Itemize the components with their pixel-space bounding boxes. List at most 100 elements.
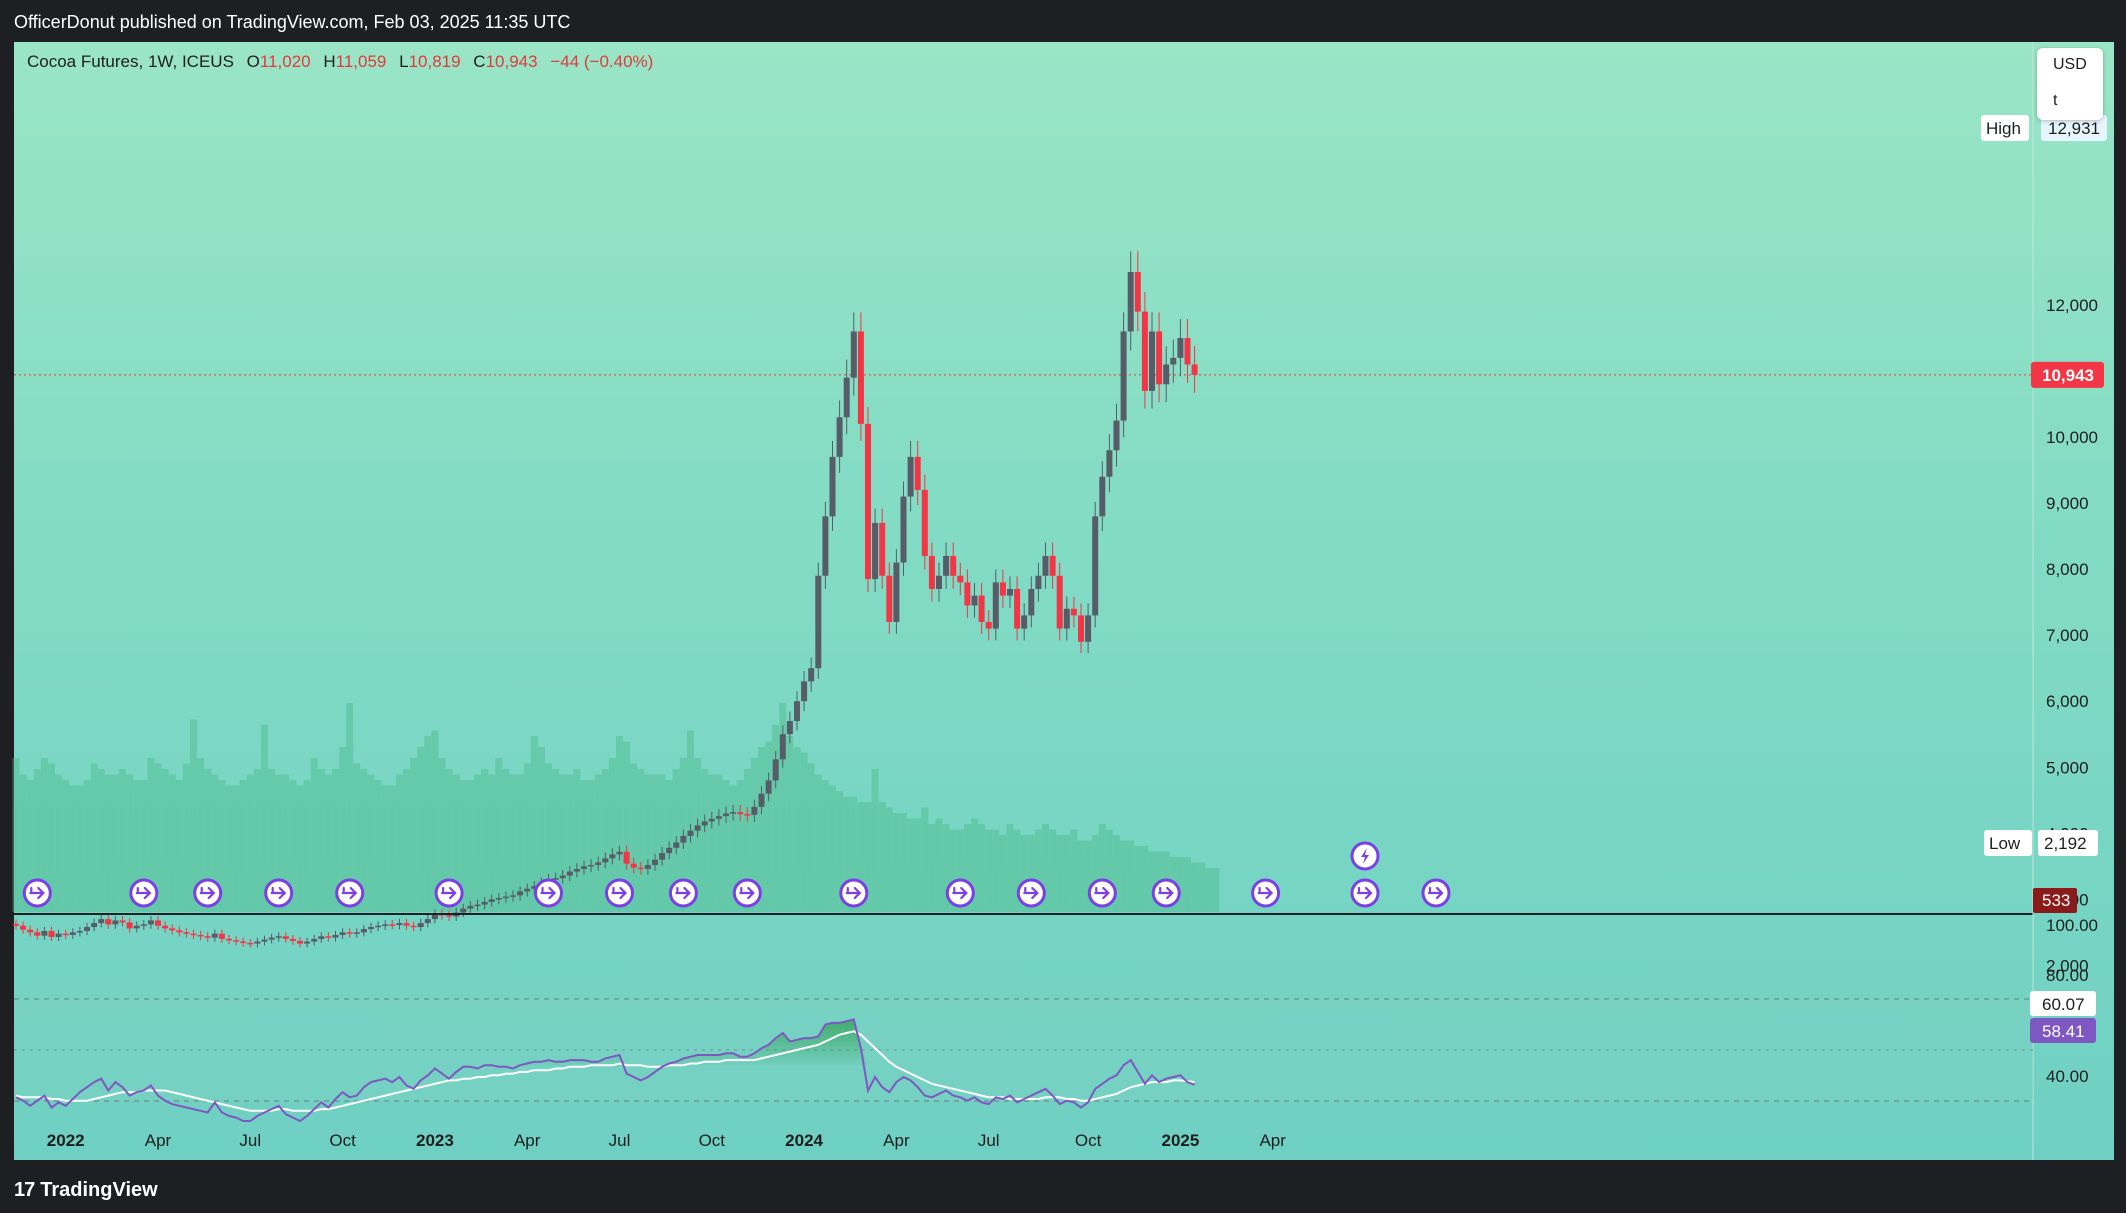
low-label-box [1984, 830, 2032, 856]
volume-bar [246, 774, 254, 912]
candle-body [708, 818, 715, 822]
dividend-event-icon[interactable] [534, 878, 563, 908]
time-tick-label: 2025 [1161, 1131, 1199, 1150]
dividend-event-icon[interactable] [22, 878, 52, 908]
volume-bar [935, 818, 943, 912]
candle-body [644, 864, 651, 869]
candle-body [652, 859, 658, 865]
volume-bar [268, 769, 276, 912]
dividend-event-icon[interactable] [1151, 878, 1181, 908]
dividend-event-icon[interactable] [1087, 878, 1117, 908]
candle-body [62, 933, 69, 936]
candle-body [495, 897, 502, 900]
candle-body [233, 940, 240, 942]
dividend-event-icon[interactable] [732, 878, 762, 908]
candle-body [48, 931, 55, 937]
dividend-event-icon[interactable] [1251, 878, 1281, 908]
candle-body [311, 938, 318, 942]
dividend-event-icon[interactable] [605, 878, 634, 908]
candle-body [1014, 588, 1021, 629]
candle-body [815, 575, 822, 669]
volume-bar [829, 785, 836, 912]
dividend-event-icon[interactable] [1421, 878, 1451, 908]
candle-body [183, 932, 190, 934]
candle-body [801, 681, 808, 702]
volume-bar [587, 780, 595, 912]
last-price-tag [2031, 361, 2104, 388]
lightning-event-icon[interactable] [1350, 841, 1380, 871]
low-value-legend: 10,819 [408, 52, 461, 71]
legend[interactable]: Cocoa Futures, 1W, ICEUS O11,020 H11,059… [27, 52, 653, 72]
candle-body [1170, 357, 1177, 365]
dividend-event-icon[interactable] [668, 878, 698, 908]
volume-bar [1113, 835, 1120, 912]
candle-body [502, 896, 509, 899]
dividend-event-icon[interactable] [129, 878, 159, 908]
candle-body [879, 522, 886, 576]
candle-body [964, 582, 971, 606]
candle-body [1007, 588, 1013, 596]
chart-frame[interactable] [14, 42, 2114, 1160]
event-markers[interactable] [22, 841, 1451, 908]
dividend-event-icon[interactable] [1016, 878, 1046, 908]
candle-body [474, 904, 481, 907]
time-tick-label: Oct [1075, 1131, 1102, 1150]
time-tick-label: 2023 [416, 1131, 454, 1150]
candle-body [460, 908, 467, 913]
candle-body [446, 915, 453, 917]
candle-body [55, 933, 62, 937]
candle-body [396, 923, 403, 926]
change-value: −44 (−0.40%) [550, 52, 654, 71]
dividend-event-icon[interactable] [193, 878, 223, 908]
volume-bar [800, 752, 808, 912]
candle-body [417, 923, 424, 928]
low-value: 2,192 [2044, 834, 2087, 853]
volume-bar [743, 769, 751, 912]
time-tick-label: 2022 [47, 1131, 85, 1150]
volume-bar [175, 780, 183, 912]
volume-bar [807, 763, 815, 912]
volume-bar [715, 774, 723, 912]
dividend-event-icon[interactable] [1350, 878, 1380, 908]
candle-body [737, 812, 744, 815]
volume-bar [928, 824, 936, 912]
candle-body [886, 575, 893, 622]
rsi-ma-tag [2030, 991, 2096, 1016]
candle-body [1191, 364, 1198, 375]
volume-bar [772, 725, 780, 912]
dividend-event-icon[interactable] [945, 878, 975, 908]
dividend-event-icon[interactable] [335, 878, 365, 908]
open-label: O [246, 52, 260, 71]
candle-body [431, 913, 438, 920]
time-tick-label: Jul [609, 1131, 631, 1150]
volume-bar [19, 774, 27, 912]
time-tick-label: Apr [145, 1131, 172, 1150]
candle-body [659, 853, 666, 860]
volume-bar [12, 758, 20, 912]
candle-body [808, 668, 815, 682]
candle-body [424, 919, 431, 924]
dividend-event-icon[interactable] [434, 878, 464, 908]
candle-body [84, 927, 90, 932]
symbol-name[interactable]: Cocoa Futures, 1W, ICEUS [27, 52, 234, 71]
volume-bar [346, 703, 354, 912]
candle-body [112, 920, 119, 925]
price-axis[interactable]: 2,0003,0004,0005,0006,0007,0008,0009,000… [2046, 296, 2098, 975]
candle-body [467, 905, 474, 909]
time-axis[interactable]: 2022 Apr Jul Oct 2023 Apr Jul Oct 2024 Apr Jul Oct 2… [47, 1131, 1286, 1150]
volume-bar [992, 829, 1000, 912]
volume-bar [608, 758, 616, 912]
volume-bar [871, 769, 879, 912]
candle-body [162, 925, 169, 929]
candle-body [623, 851, 630, 864]
candle-body [666, 847, 673, 854]
volume-bar [395, 774, 403, 912]
candle-body [559, 875, 566, 879]
rsi-value: 58.41 [2042, 1022, 2085, 1041]
dividend-event-icon[interactable] [839, 878, 869, 908]
dividend-event-icon[interactable] [264, 878, 294, 908]
candle-body [211, 933, 218, 938]
tradingview-logo[interactable]: 17 TradingView [14, 1179, 158, 1202]
currency-unit-box[interactable]: USD t [2037, 48, 2103, 120]
